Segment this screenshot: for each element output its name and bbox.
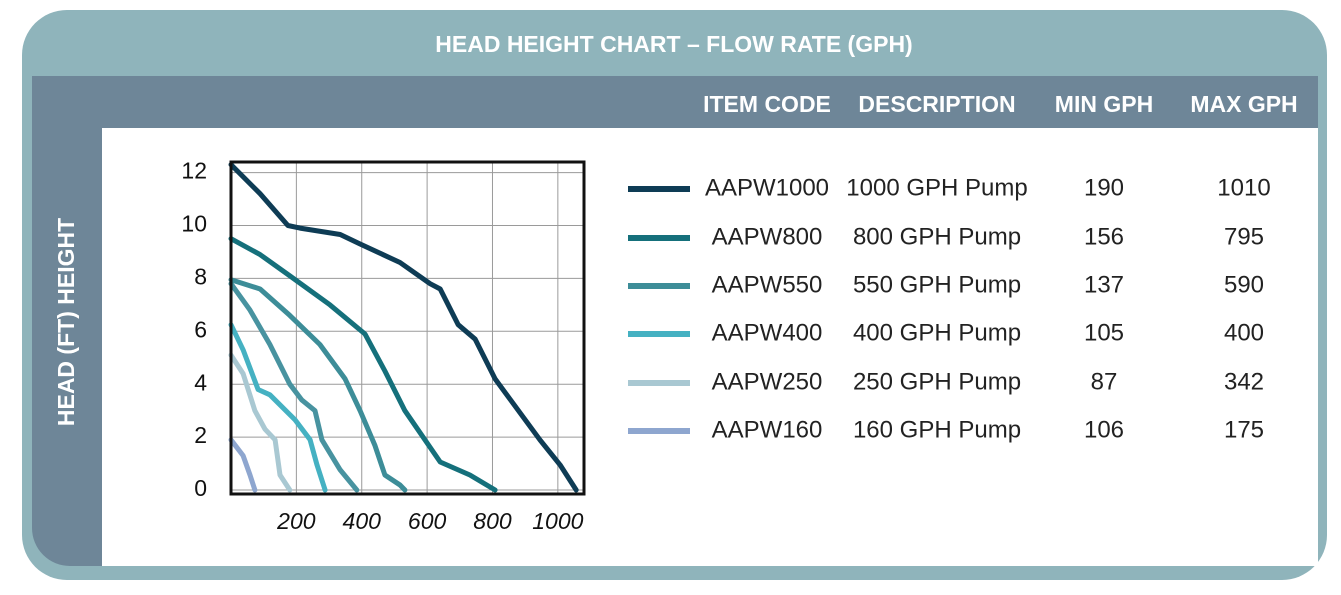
title: HEAD HEIGHT CHART – FLOW RATE (GPH): [435, 31, 912, 57]
legend-label: AAPW1000: [705, 174, 829, 201]
table-cell: 1000 GPH Pump: [846, 174, 1027, 201]
y-axis-label: HEAD (FT) HEIGHT: [53, 218, 79, 426]
table-cell: 160 GPH Pump: [853, 416, 1021, 443]
legend-label: AAPW800: [712, 223, 823, 250]
table-cell: 800 GPH Pump: [853, 223, 1021, 250]
y-tick-label: 6: [194, 316, 207, 342]
table-cell: 175: [1224, 416, 1264, 443]
x-tick-label: 800: [473, 508, 512, 534]
line: [228, 162, 579, 493]
column-header: MAX GPH: [1190, 91, 1297, 117]
table-cell: 105: [1084, 319, 1124, 346]
table-cell: 550 GPH Pump: [853, 271, 1021, 298]
line: [228, 236, 498, 493]
y-tick-label: 10: [181, 211, 207, 237]
y-tick-label: 0: [194, 475, 207, 501]
x-tick-label: 1000: [532, 508, 583, 534]
line: [228, 352, 293, 493]
x-tick-label: 200: [276, 508, 316, 534]
line: [228, 281, 360, 493]
x-tick-label: 600: [408, 508, 447, 534]
legend-label: AAPW160: [712, 416, 823, 443]
table-cell: 190: [1084, 174, 1124, 201]
table-cell: 795: [1224, 223, 1264, 250]
table-cell: 156: [1084, 223, 1124, 250]
table-cell: 106: [1084, 416, 1124, 443]
table-cell: 342: [1224, 368, 1264, 395]
legend-label: AAPW550: [712, 271, 823, 298]
table-cell: 400: [1224, 319, 1264, 346]
table-cell: 590: [1224, 271, 1264, 298]
legend-label: AAPW250: [712, 368, 823, 395]
table-cell: 87: [1091, 368, 1118, 395]
line: [228, 437, 258, 493]
table-cell: 400 GPH Pump: [853, 319, 1021, 346]
column-header: MIN GPH: [1055, 91, 1153, 117]
table-cell: 137: [1084, 271, 1124, 298]
y-tick-label: 2: [194, 422, 207, 448]
y-tick-label: 8: [194, 263, 207, 289]
y-tick-label: 12: [181, 158, 207, 184]
column-header: DESCRIPTION: [858, 91, 1015, 117]
plot-border: [229, 160, 586, 496]
table-cell: 250 GPH Pump: [853, 368, 1021, 395]
table-cell: 1010: [1217, 174, 1270, 201]
x-tick-label: 400: [343, 508, 382, 534]
line: [228, 322, 328, 493]
panel-top: [32, 76, 1318, 136]
line: [228, 277, 408, 493]
legend-label: AAPW400: [712, 319, 823, 346]
y-tick-label: 4: [194, 369, 207, 395]
column-header: ITEM CODE: [703, 91, 831, 117]
